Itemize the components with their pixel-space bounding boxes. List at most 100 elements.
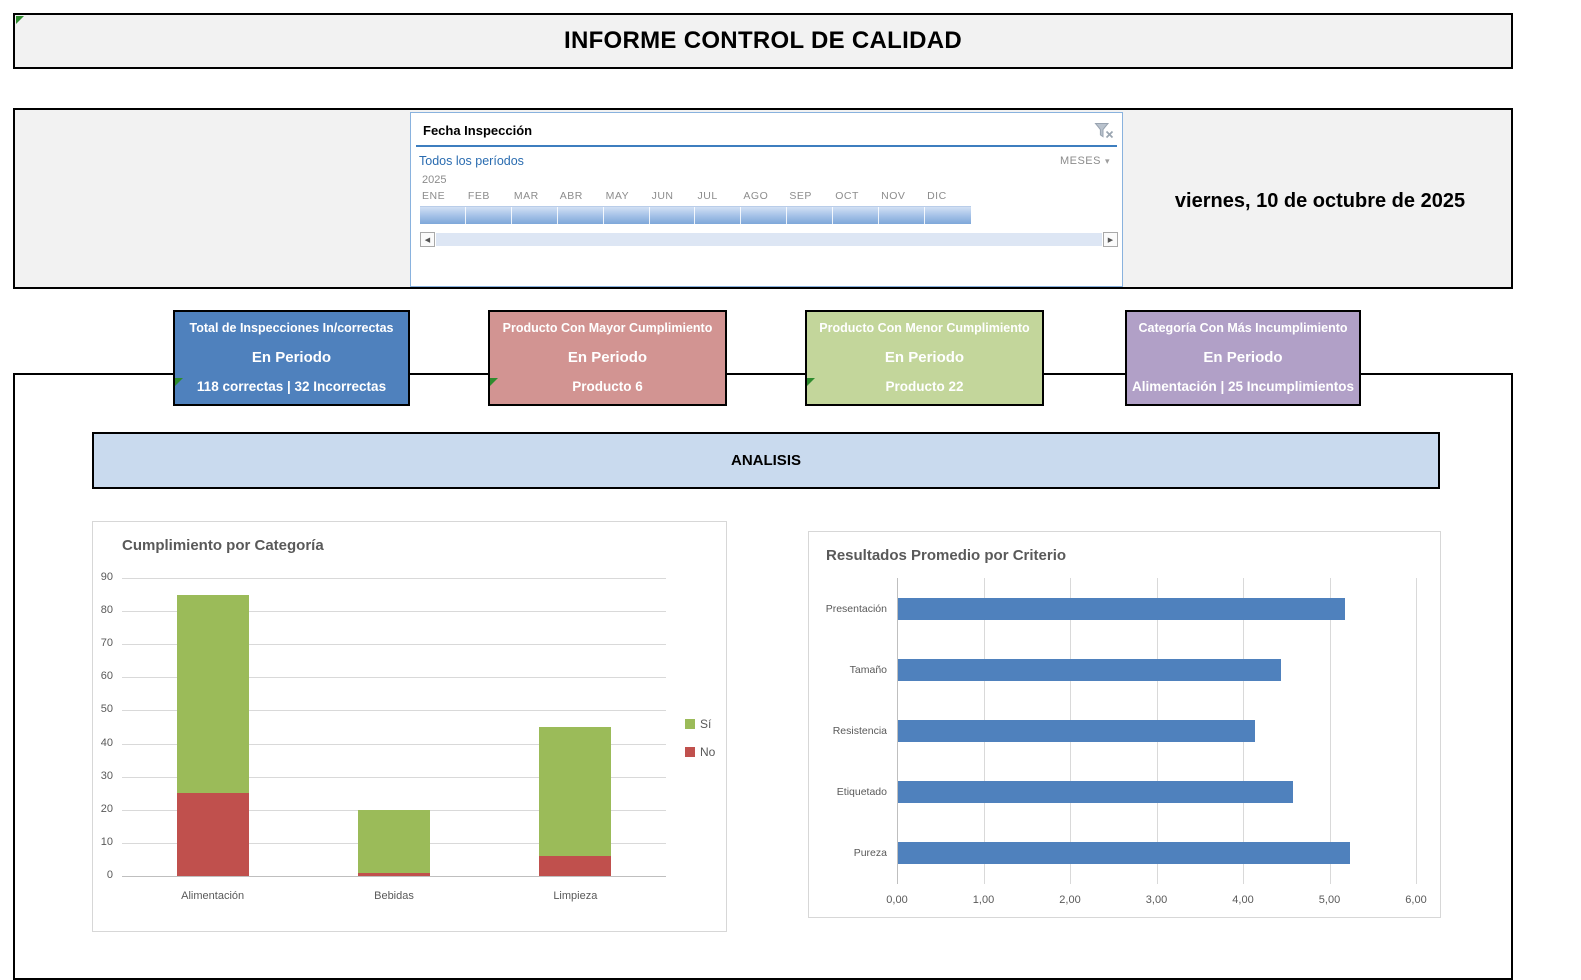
y-axis-category-label: Etiquetado bbox=[836, 786, 887, 799]
timeline-month-label[interactable]: ENE bbox=[422, 190, 446, 202]
slicer-subheader: Todos los períodos MESES ▾ bbox=[419, 152, 1110, 170]
kpi-subtitle: En Periodo bbox=[1203, 348, 1283, 366]
timeline-period-segment[interactable] bbox=[604, 207, 650, 224]
bar-segment-no bbox=[358, 872, 430, 876]
timeline-month-label[interactable]: ABR bbox=[559, 190, 583, 202]
chart-plot-area: 0 10 20 30 40 50 60 70 80 90 Alimentación Bebidas Li… bbox=[93, 522, 726, 931]
gridline bbox=[122, 611, 666, 613]
bar-pureza bbox=[898, 842, 1351, 865]
bar-segment-no bbox=[176, 793, 249, 876]
x-axis-tick-label: 6,00 bbox=[1405, 894, 1427, 906]
gridline bbox=[897, 578, 898, 884]
gridline bbox=[122, 710, 666, 712]
section-header-analisis: ANALISIS bbox=[92, 432, 1440, 489]
slicer-title: Fecha Inspección bbox=[423, 122, 533, 138]
timeline-period-segment[interactable] bbox=[512, 207, 558, 224]
gridline bbox=[1329, 578, 1331, 884]
x-axis-tick-label: 2,00 bbox=[1059, 894, 1081, 906]
cell-error-indicator-icon bbox=[490, 378, 498, 386]
timeline-period-segment[interactable] bbox=[925, 207, 971, 224]
gridline bbox=[122, 644, 666, 646]
gridline bbox=[122, 677, 666, 679]
scroll-left-button[interactable]: ◀ bbox=[420, 232, 435, 247]
granularity-dropdown[interactable]: MESES ▾ bbox=[1060, 155, 1110, 167]
legend-label: Sí bbox=[700, 717, 712, 731]
scrollbar-track[interactable] bbox=[436, 233, 1102, 246]
y-axis-tick-label: 40 bbox=[100, 736, 113, 749]
timeline-month-label[interactable]: JUL bbox=[697, 190, 718, 202]
cell-error-indicator-icon bbox=[807, 378, 815, 386]
y-axis-tick-label: 90 bbox=[100, 571, 113, 583]
bar-presentación bbox=[898, 597, 1346, 620]
timeline-period-segment[interactable] bbox=[466, 207, 512, 224]
gridline bbox=[122, 876, 666, 877]
chart-title: Cumplimiento por Categoría bbox=[122, 537, 324, 554]
bar-resistencia bbox=[898, 720, 1256, 742]
y-axis-category-label: Presentación bbox=[825, 602, 887, 615]
scroll-right-button[interactable]: ▶ bbox=[1103, 232, 1118, 247]
legend-swatch-sí bbox=[685, 719, 695, 729]
clear-filter-icon[interactable] bbox=[1094, 122, 1114, 139]
timeline-year-label: 2025 bbox=[422, 174, 447, 186]
legend-entry: No bbox=[685, 745, 715, 759]
timeline-month-label[interactable]: OCT bbox=[835, 190, 859, 202]
timeline-period-segment[interactable] bbox=[879, 207, 925, 224]
kpi-value: Producto 6 bbox=[572, 379, 643, 394]
kpi-value: 118 correctas | 32 Incorrectas bbox=[196, 379, 387, 394]
granularity-label: MESES bbox=[1059, 155, 1101, 167]
timeline-month-label[interactable]: JUN bbox=[651, 190, 674, 202]
timeline-month-label[interactable]: DIC bbox=[927, 190, 947, 202]
gridline bbox=[122, 743, 666, 745]
timeline-slicer-fecha-inspeccion[interactable]: Fecha Inspección Todos los períodos MESE… bbox=[410, 112, 1123, 287]
gridline bbox=[122, 776, 666, 778]
timeline-period-segment[interactable] bbox=[420, 207, 466, 224]
timeline-month-label[interactable]: MAR bbox=[513, 190, 539, 202]
kpi-title: Producto Con Menor Cumplimiento bbox=[819, 321, 1030, 335]
section-title: ANALISIS bbox=[730, 452, 801, 469]
timeline-selection-bar[interactable] bbox=[420, 206, 971, 224]
kpi-card-mayor-cumplimiento: Producto Con Mayor Cumplimiento En Perio… bbox=[488, 310, 727, 406]
slicer-separator bbox=[416, 145, 1117, 147]
kpi-title: Categoría Con Más Incumplimiento bbox=[1138, 321, 1348, 335]
x-axis-tick-label: 1,00 bbox=[972, 894, 995, 906]
timeline-month-label[interactable]: SEP bbox=[789, 190, 812, 202]
y-axis-category-label: Resistencia bbox=[832, 725, 887, 737]
timeline-period-segment[interactable] bbox=[558, 207, 604, 224]
timeline-period-segment[interactable] bbox=[787, 207, 834, 224]
x-axis-category-label: Alimentación bbox=[181, 890, 245, 902]
timeline-month-label[interactable]: NOV bbox=[881, 190, 906, 202]
kpi-card-menor-cumplimiento: Producto Con Menor Cumplimiento En Perio… bbox=[805, 310, 1044, 406]
timeline-month-label[interactable]: MAY bbox=[605, 190, 630, 202]
timeline-period-segment[interactable] bbox=[695, 207, 742, 224]
chart-title: Resultados Promedio por Criterio bbox=[826, 547, 1067, 564]
x-axis-tick-label: 0,00 bbox=[886, 894, 908, 906]
bar-segment-sí bbox=[358, 809, 430, 873]
legend-entry: Sí bbox=[685, 717, 711, 731]
y-axis-tick-label: 70 bbox=[100, 637, 113, 650]
report-header: INFORME CONTROL DE CALIDAD bbox=[13, 13, 1513, 69]
right-arrow-icon: ▶ bbox=[1107, 236, 1114, 244]
y-axis-tick-label: 20 bbox=[100, 802, 113, 815]
y-axis-tick-label: 80 bbox=[100, 604, 113, 617]
page-title: INFORME CONTROL DE CALIDAD bbox=[563, 27, 962, 54]
kpi-title: Producto Con Mayor Cumplimiento bbox=[502, 321, 713, 335]
chart-resultados-promedio-por-criterio: Resultados Promedio por Criterio 0,00 1,0… bbox=[808, 531, 1441, 918]
x-axis-category-label: Limpieza bbox=[553, 890, 598, 902]
cell-error-indicator-icon bbox=[175, 378, 183, 386]
x-axis-tick-label: 5,00 bbox=[1318, 894, 1341, 906]
timeline-period-segment[interactable] bbox=[650, 207, 696, 224]
y-axis-tick-label: 10 bbox=[100, 835, 113, 848]
timeline-scrollbar[interactable]: ◀ ▶ bbox=[420, 232, 1118, 247]
timeline-month-label[interactable]: FEB bbox=[467, 190, 490, 202]
timeline-month-label[interactable]: AGO bbox=[743, 190, 769, 202]
timeline-period-segment[interactable] bbox=[741, 207, 788, 224]
kpi-title: Total de Inspecciones In/correctas bbox=[189, 321, 394, 335]
kpi-value: Alimentación | 25 Incumplimientos bbox=[1131, 379, 1355, 394]
slicer-header: Fecha Inspección bbox=[423, 117, 1114, 143]
chart-plot-area: 0,00 1,00 2,00 3,00 4,00 5,00 6,00 Presentación… bbox=[809, 532, 1440, 917]
kpi-card-total-inspecciones: Total de Inspecciones In/correctas En Pe… bbox=[173, 310, 410, 406]
timeline-period-segment[interactable] bbox=[833, 207, 880, 224]
x-axis-category-label: Bebidas bbox=[374, 890, 414, 902]
x-axis-tick-label: 3,00 bbox=[1145, 894, 1168, 906]
gridline bbox=[122, 578, 666, 579]
